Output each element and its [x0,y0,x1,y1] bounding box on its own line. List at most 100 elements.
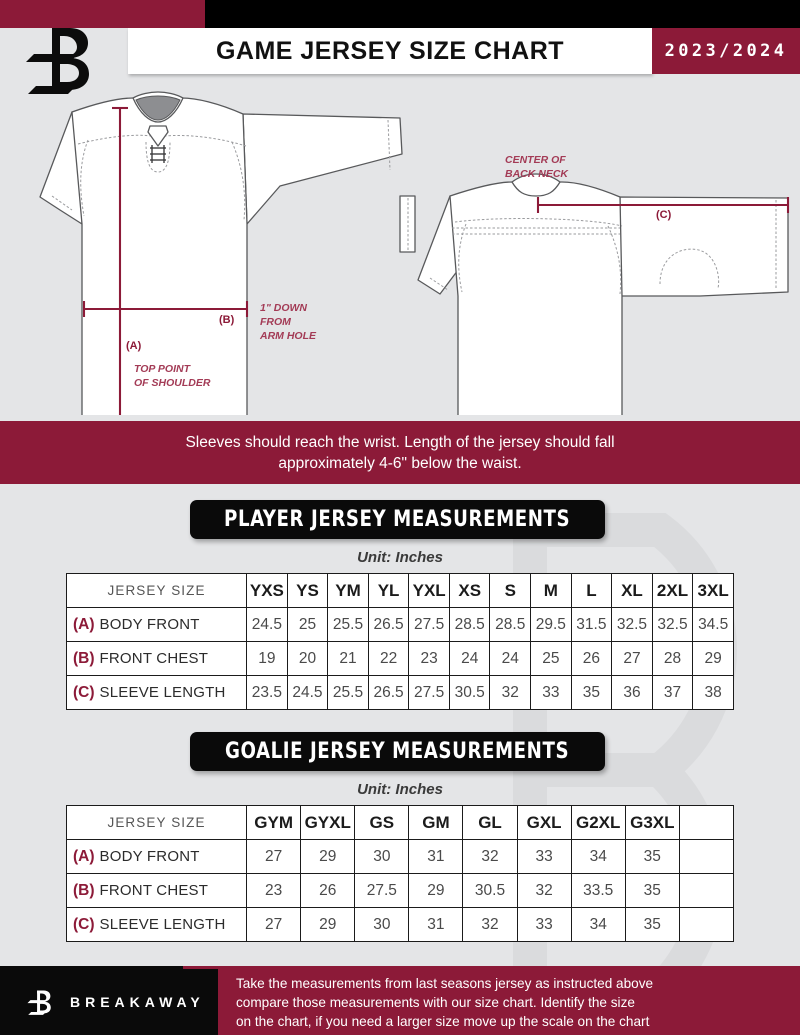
measurement-cell: 33 [516,907,572,942]
size-column-header: GS [354,805,410,840]
page-title: GAME JERSEY SIZE CHART [128,28,652,74]
goalie-section-title: GOALIE JERSEY MEASUREMENTS [225,739,570,764]
measurement-cell: 24 [448,641,491,676]
measurement-tag: (B) [73,881,95,899]
measurement-cell: 36 [611,675,653,710]
measurement-cell: 29 [408,873,464,908]
front-dim-b-label: (B) [219,314,235,326]
measurement-cell: 26.5 [367,675,410,710]
size-column-header: GM [408,805,464,840]
measurement-cell: 26 [570,641,613,676]
footer-brand: BREAKAWAY [0,969,218,1035]
measurement-cell: 38 [692,675,734,710]
size-column-header: L [570,573,613,608]
measurement-cell: 32 [516,873,572,908]
measurement-name: FRONT CHEST [99,649,209,667]
measurement-cell: 27 [246,839,302,874]
measurement-row-label: (B) FRONT CHEST [65,873,248,908]
size-column-header: YM [327,573,369,608]
front-dim-a-label: (A) [126,340,142,352]
measurement-cell: 25.5 [327,675,369,710]
size-column-header: M [530,573,572,608]
measurement-cell: 27 [246,907,302,942]
empty-cell [678,873,735,908]
measurement-cell: 33 [530,675,572,710]
measurement-cell: 20 [286,641,329,676]
measurement-cell: 22 [367,641,410,676]
measurement-cell: 32 [462,907,518,942]
measurement-cell: 34 [570,907,626,942]
footer-breakaway-b-logo-icon [27,990,51,1015]
measurement-cell: 37 [651,675,694,710]
table-row: (C) SLEEVE LENGTH 23.5 24.5 25.5 26.5 27.5 30.5… [65,675,734,710]
measurement-tag: (C) [73,915,95,933]
measurement-cell: 27.5 [408,607,450,642]
measurement-cell: 29 [300,839,356,874]
measurement-cell: 31.5 [570,607,613,642]
measurement-cell: 21 [327,641,369,676]
measurement-tag: (A) [73,615,95,633]
measurement-cell: 30 [354,839,410,874]
size-column-header: GXL [516,805,572,840]
front-dim-b-note-line2: FROM [260,316,291,328]
table-row: (B) FRONT CHEST 19 20 21 22 23 24 24 25 26 27 28 29 [65,641,734,676]
measurement-cell: 27.5 [354,873,410,908]
player-unit-label: Unit: Inches [357,549,443,566]
measurement-cell: 24 [489,641,532,676]
size-column-header: G2XL [570,805,626,840]
measurement-cell: 33 [516,839,572,874]
table-row: (A) BODY FRONT 27 29 30 31 32 33 34 35 [65,839,735,874]
footer-line-1: Take the measurements from last seasons … [236,975,654,991]
breakaway-b-logo-icon [26,28,89,94]
size-column-header: GL [462,805,518,840]
empty-cell [678,839,735,874]
player-section-title: PLAYER JERSEY MEASUREMENTS [224,507,571,532]
measurement-cell: 24.5 [286,675,329,710]
size-column-header: 3XL [692,573,734,608]
front-dim-b-note-line3: ARM HOLE [259,330,317,342]
sleeve-length-note: Sleeves should reach the wrist. Length o… [0,421,800,484]
size-column-header: G3XL [624,805,680,840]
footer-accent-line [0,966,800,969]
size-column-header: YS [286,573,329,608]
back-neck-note-line1: CENTER OF [505,154,566,166]
table-header-row: JERSEY SIZE YXS YS YM YL YXL XS S M L XL 2XL 3XL [65,573,734,608]
measurement-name: FRONT CHEST [99,881,209,899]
empty-cell [678,907,735,942]
back-dim-c-label: (C) [656,209,672,221]
size-column-header: GYM [246,805,302,840]
measurement-cell: 30 [354,907,410,942]
measurement-name: BODY FRONT [99,847,200,865]
footer-brand-name: BREAKAWAY [70,994,205,1010]
player-table: JERSEY SIZE YXS YS YM YL YXL XS S M L XL 2XL 3XL (A) B… [65,573,734,710]
measurement-cell: 32.5 [651,607,694,642]
jersey-diagrams: .out{fill:#fff;stroke:#58595b;stroke-wid… [0,74,800,415]
front-dim-b-note-line1: 1" DOWN [260,302,307,314]
measurement-cell: 26 [300,873,356,908]
size-column-header: YXL [408,573,450,608]
header-band: GAME JERSEY SIZE CHART 2023/2024 [0,28,800,74]
goalie-table-body: JERSEY SIZE GYM GYXL GS GM GL GXL G2XL G3XL (A) BO… [65,805,735,942]
measurement-cell: 28.5 [489,607,532,642]
table-row: (B) FRONT CHEST 23 26 27.5 29 30.5 32 33.5 35 [65,873,735,908]
measurement-name: SLEEVE LENGTH [99,915,226,933]
top-maroon-strip [0,0,205,28]
measurement-cell: 35 [624,873,680,908]
measurement-cell: 29 [300,907,356,942]
footer-instructions: Take the measurements from last seasons … [218,969,800,1035]
goalie-table: JERSEY SIZE GYM GYXL GS GM GL GXL G2XL G3XL (A) BO… [65,805,735,942]
measurement-cell: 23 [408,641,450,676]
front-jersey-illustration: (A) TOP POINT OF SHOULDER (B) 1" DOWN FR… [39,91,403,415]
measurement-row-label: (B) FRONT CHEST [65,641,248,676]
measurement-cell: 30.5 [448,675,491,710]
footer-line-3: on the chart, if you need a larger size … [236,1013,650,1029]
measurement-cell: 35 [570,675,613,710]
measurement-cell: 24.5 [246,607,288,642]
measurement-cell: 25.5 [327,607,369,642]
front-dim-a-note-line1: TOP POINT [134,363,192,375]
measurement-cell: 26.5 [367,607,410,642]
measurement-cell: 31 [408,839,464,874]
size-column-header: S [489,573,532,608]
back-jersey-illustration: (C) CENTER OF BACK NECK [399,154,790,415]
